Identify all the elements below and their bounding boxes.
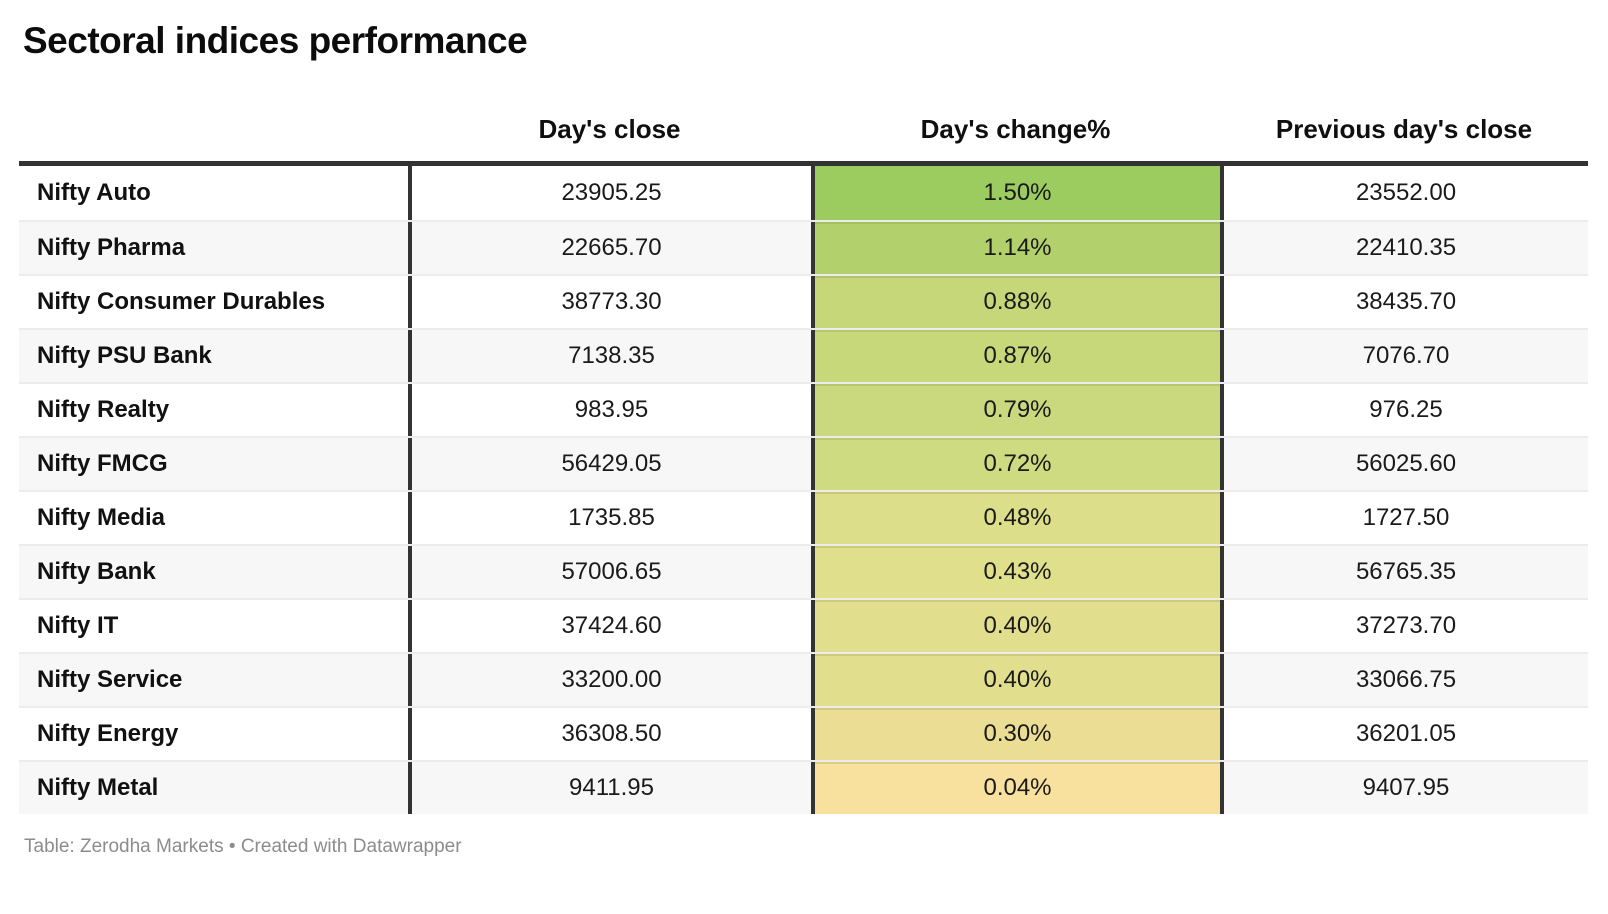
row-label: Nifty Bank [37, 558, 156, 585]
days-change-cell: 0.48% [811, 492, 1220, 544]
days-close-cell: 23905.25 [408, 166, 811, 220]
footer-credit: Created with [240, 836, 353, 857]
header-days-close: Day's close [538, 114, 681, 144]
days-change-cell: 0.87% [811, 330, 1220, 382]
table-row: Nifty Energy 36308.50 0.30% 36201.05 [19, 706, 1588, 760]
header-previous-days-close: Previous day's close [1275, 114, 1533, 144]
days-change-cell: 0.43% [811, 546, 1220, 598]
days-change-cell: 0.30% [811, 708, 1220, 760]
table-row: Nifty FMCG 56429.05 0.72% 56025.60 [19, 436, 1588, 490]
prev-close-cell: 9407.95 [1220, 762, 1588, 814]
page-title: Sectoral indices performance [23, 20, 528, 61]
prev-close-cell: 23552.00 [1220, 166, 1588, 220]
table-row: Nifty Metal 9411.95 0.04% 9407.95 [19, 760, 1588, 814]
table-header-row: Day's close Day's change% Previous day's… [19, 114, 1588, 161]
table-row: Nifty Realty 983.95 0.79% 976.25 [19, 382, 1588, 436]
datawrapper-link[interactable]: Datawrapper [352, 836, 462, 857]
sectoral-indices-table: Day's close Day's change% Previous day's… [19, 114, 1588, 814]
footer-separator: • [223, 836, 241, 857]
row-label: Nifty PSU Bank [37, 342, 212, 369]
days-close-cell: 38773.30 [408, 276, 811, 328]
prev-close-cell: 22410.35 [1220, 222, 1588, 274]
footer-prefix: Table: [24, 836, 80, 857]
source-link[interactable]: Zerodha Markets [79, 836, 224, 857]
header-days-change: Day's change% [920, 114, 1111, 144]
days-close-cell: 983.95 [408, 384, 811, 436]
days-close-cell: 9411.95 [408, 762, 811, 814]
prev-close-cell: 33066.75 [1220, 654, 1588, 706]
row-label: Nifty FMCG [37, 450, 168, 477]
days-change-cell: 0.40% [811, 654, 1220, 706]
table-row: Nifty IT 37424.60 0.40% 37273.70 [19, 598, 1588, 652]
row-label: Nifty Energy [37, 720, 179, 747]
days-change-cell: 0.79% [811, 384, 1220, 436]
prev-close-cell: 56765.35 [1220, 546, 1588, 598]
row-label: Nifty Realty [37, 396, 170, 423]
days-close-cell: 1735.85 [408, 492, 811, 544]
attribution-footer: Table: Zerodha Markets • Created with Da… [24, 836, 1608, 858]
table-body: Nifty Auto 23905.25 1.50% 23552.00 Nifty… [19, 161, 1588, 814]
days-change-cell: 0.40% [811, 600, 1220, 652]
table-row: Nifty Media 1735.85 0.48% 1727.50 [19, 490, 1588, 544]
prev-close-cell: 7076.70 [1220, 330, 1588, 382]
row-label: Nifty IT [37, 612, 119, 639]
table-row: Nifty Pharma 22665.70 1.14% 22410.35 [19, 220, 1588, 274]
table-row: Nifty Consumer Durables 38773.30 0.88% 3… [19, 274, 1588, 328]
days-change-cell: 1.50% [811, 166, 1220, 220]
days-close-cell: 36308.50 [408, 708, 811, 760]
row-label: Nifty Service [37, 666, 183, 693]
days-close-cell: 22665.70 [408, 222, 811, 274]
prev-close-cell: 56025.60 [1220, 438, 1588, 490]
table-row: Nifty Service 33200.00 0.40% 33066.75 [19, 652, 1588, 706]
prev-close-cell: 1727.50 [1220, 492, 1588, 544]
row-label: Nifty Pharma [37, 234, 186, 261]
days-close-cell: 7138.35 [408, 330, 811, 382]
prev-close-cell: 38435.70 [1220, 276, 1588, 328]
prev-close-cell: 37273.70 [1220, 600, 1588, 652]
prev-close-cell: 36201.05 [1220, 708, 1588, 760]
row-label: Nifty Auto [37, 179, 151, 206]
row-label: Nifty Consumer Durables [37, 288, 326, 315]
days-change-cell: 0.72% [811, 438, 1220, 490]
days-close-cell: 33200.00 [408, 654, 811, 706]
table-row: Nifty Bank 57006.65 0.43% 56765.35 [19, 544, 1588, 598]
table-row: Nifty Auto 23905.25 1.50% 23552.00 [19, 166, 1588, 220]
days-close-cell: 56429.05 [408, 438, 811, 490]
prev-close-cell: 976.25 [1220, 384, 1588, 436]
days-close-cell: 57006.65 [408, 546, 811, 598]
table-row: Nifty PSU Bank 7138.35 0.87% 7076.70 [19, 328, 1588, 382]
row-label: Nifty Metal [37, 774, 159, 801]
days-change-cell: 1.14% [811, 222, 1220, 274]
row-label: Nifty Media [37, 504, 166, 531]
days-close-cell: 37424.60 [408, 600, 811, 652]
days-change-cell: 0.04% [811, 762, 1220, 814]
days-change-cell: 0.88% [811, 276, 1220, 328]
